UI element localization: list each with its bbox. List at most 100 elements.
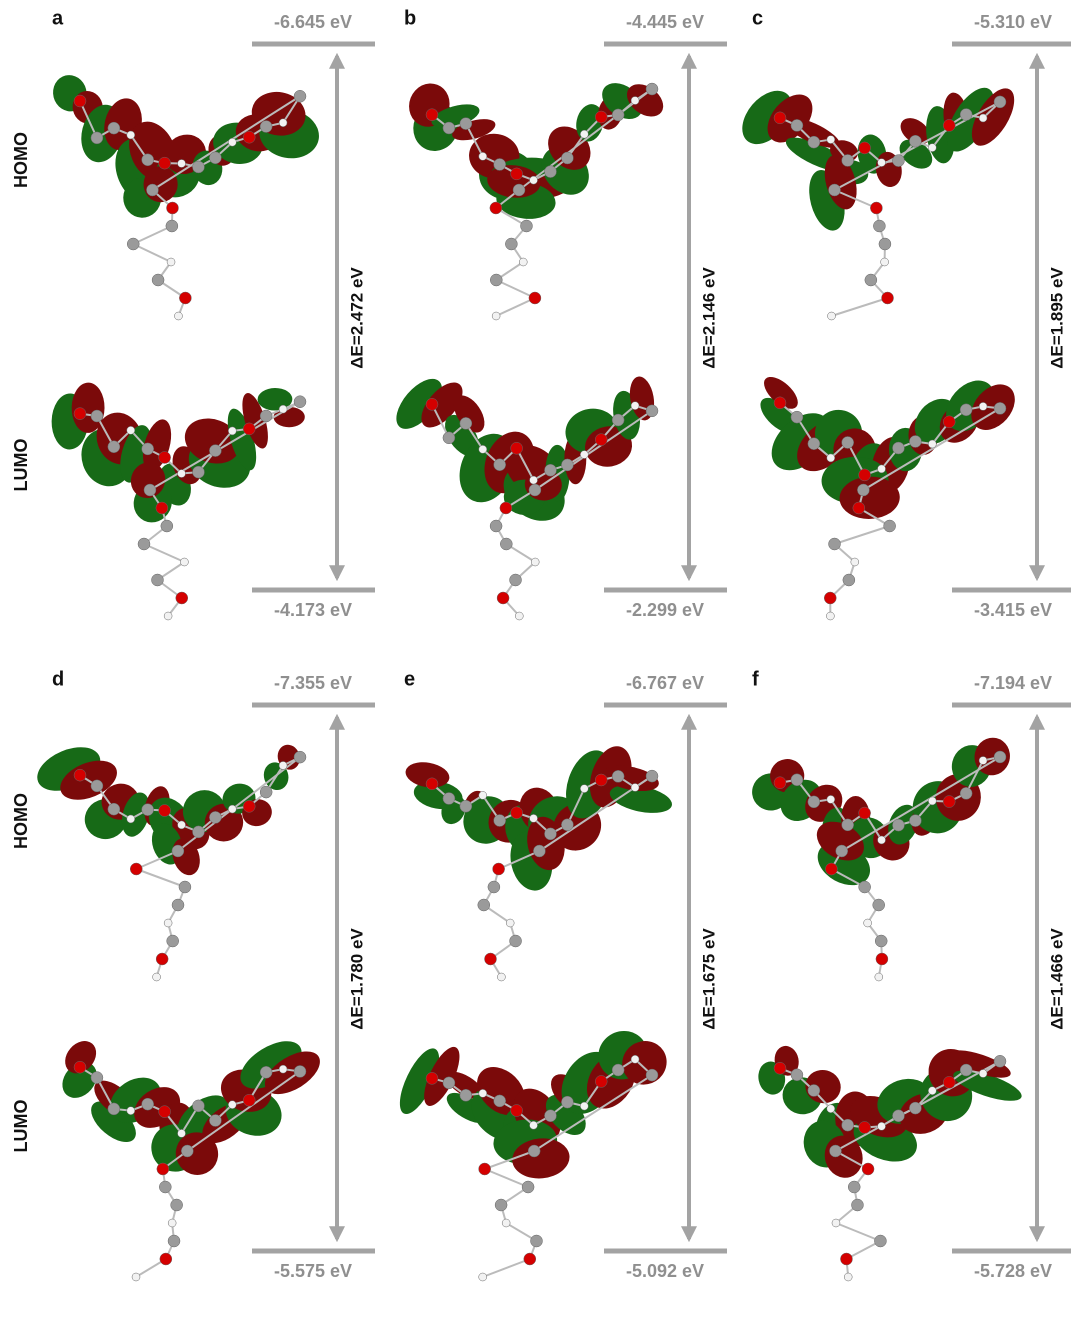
atom xyxy=(141,442,154,456)
atom xyxy=(442,1076,456,1090)
lobe xyxy=(512,1138,570,1179)
lobe xyxy=(121,792,150,837)
atom xyxy=(163,611,173,621)
molecule-orbital xyxy=(742,87,1015,321)
atom xyxy=(491,311,501,321)
atom xyxy=(73,407,87,420)
bond xyxy=(495,279,536,299)
atom xyxy=(892,818,905,832)
atom xyxy=(841,818,854,832)
atom xyxy=(177,159,186,168)
atom xyxy=(928,439,937,449)
atom xyxy=(228,137,237,147)
atom xyxy=(852,501,866,515)
atom xyxy=(73,1060,87,1074)
atom xyxy=(496,591,510,605)
atom xyxy=(493,458,506,471)
atom xyxy=(478,1272,487,1282)
atom xyxy=(425,1072,439,1085)
atom xyxy=(425,777,439,791)
atom xyxy=(863,918,872,928)
atom xyxy=(493,158,506,171)
atom xyxy=(156,1162,170,1176)
atom xyxy=(858,880,871,894)
bond xyxy=(482,1258,531,1278)
atom xyxy=(528,291,542,305)
atom xyxy=(442,792,456,805)
homo-energy: -7.194 eV xyxy=(974,673,1052,693)
energy-gap: ΔE=1.466 eV xyxy=(1047,928,1066,1030)
lumo-energy: -5.092 eV xyxy=(626,1261,704,1281)
atom xyxy=(529,1120,538,1130)
atom xyxy=(544,1109,557,1122)
atom xyxy=(841,154,854,167)
energy-gap: ΔE=1.675 eV xyxy=(699,928,718,1030)
atom xyxy=(909,1101,922,1115)
atom xyxy=(630,401,640,410)
atom xyxy=(645,404,659,418)
atom xyxy=(580,1101,589,1111)
atom xyxy=(823,591,837,605)
atom xyxy=(459,1089,473,1102)
atom xyxy=(978,1069,988,1078)
lobe xyxy=(240,1041,302,1089)
bond xyxy=(835,1222,881,1242)
atom xyxy=(807,1084,821,1097)
atom xyxy=(228,1100,237,1109)
atom xyxy=(942,415,956,429)
atom xyxy=(877,835,886,845)
atom xyxy=(158,1105,171,1118)
atom xyxy=(500,537,513,551)
lobe xyxy=(264,1051,320,1095)
atom xyxy=(892,441,905,455)
atom xyxy=(828,183,841,197)
atom xyxy=(630,1055,640,1064)
atom xyxy=(209,1114,222,1127)
atom xyxy=(858,141,871,155)
atom xyxy=(580,784,589,793)
atom xyxy=(978,113,988,123)
atom xyxy=(73,768,87,782)
atom xyxy=(293,395,307,408)
atom xyxy=(530,1234,543,1248)
atom xyxy=(773,111,787,125)
atom xyxy=(790,773,804,787)
atom xyxy=(864,273,878,287)
atom xyxy=(825,862,838,876)
atom xyxy=(484,952,497,966)
atom xyxy=(858,1121,871,1134)
atom xyxy=(827,311,836,321)
atom xyxy=(645,82,659,96)
panel-label: d xyxy=(52,668,64,690)
atom xyxy=(141,153,154,167)
energy-gap: ΔE=2.472 eV xyxy=(347,267,366,369)
atom xyxy=(959,787,973,800)
atom xyxy=(873,219,886,233)
atom xyxy=(544,827,557,841)
bond xyxy=(135,868,186,888)
atom xyxy=(293,750,307,764)
atom xyxy=(861,1162,875,1176)
atom xyxy=(872,898,885,912)
atom xyxy=(209,811,222,824)
atom xyxy=(928,143,937,152)
atom xyxy=(478,152,488,161)
atom xyxy=(489,201,503,215)
homo-energy: -7.355 eV xyxy=(274,673,352,693)
atom xyxy=(126,237,140,251)
atom xyxy=(826,795,836,804)
lobe xyxy=(446,1071,484,1099)
bond xyxy=(431,403,450,439)
bond xyxy=(498,850,540,870)
atom xyxy=(192,160,205,174)
homo-energy: -4.445 eV xyxy=(626,12,704,32)
atom xyxy=(561,818,574,832)
atom xyxy=(242,422,256,436)
atom xyxy=(278,761,288,770)
lobe xyxy=(65,1041,97,1074)
atom xyxy=(561,151,574,165)
lobe xyxy=(257,388,293,411)
atom xyxy=(874,1234,887,1248)
atom xyxy=(959,108,973,121)
panel-label: c xyxy=(752,7,763,29)
